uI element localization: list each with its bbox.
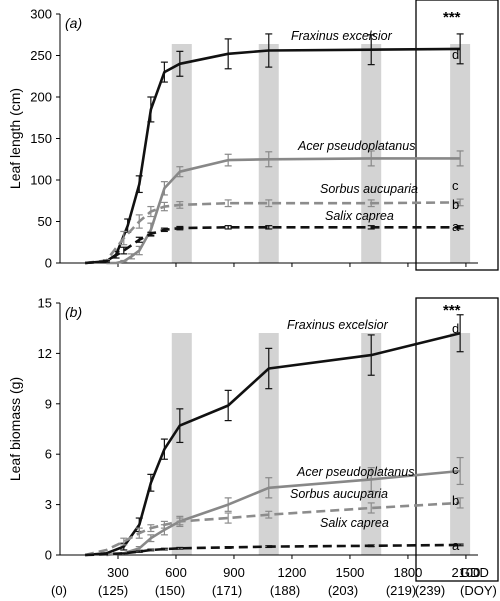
x-tick-label-doy: (0) xyxy=(51,583,67,598)
series-label: Sorbus aucuparia xyxy=(320,182,418,196)
series-fraxinus-excelsior: Fraxinus excelsior d xyxy=(84,314,464,557)
series-label: Fraxinus excelsior xyxy=(291,29,393,43)
shaded-bar xyxy=(450,333,471,555)
series-label: Salix caprea xyxy=(325,209,394,223)
x-unit-gdd: GDD xyxy=(460,565,489,580)
y-tick-label: 250 xyxy=(30,48,52,63)
x-tick-label-doy: (239) xyxy=(415,583,445,598)
x-tick-label-doy: (150) xyxy=(155,583,185,598)
x-tick-label-doy: (203) xyxy=(328,583,358,598)
series-salix-caprea: Salix caprea a xyxy=(85,516,464,557)
chart-panel-b: *** 0 3 6 9 12 15 Leaf biomass (g) 300 600 900 1200… xyxy=(7,296,499,598)
significance-box xyxy=(415,0,499,271)
x-tick-label-gdd: 1500 xyxy=(335,565,364,580)
panel-label: (b) xyxy=(65,304,82,320)
group-letter: b xyxy=(452,197,459,212)
y-tick-label: 200 xyxy=(30,90,52,105)
series-acer-pseudoplatanus: Acer pseudoplatanus c xyxy=(106,456,464,557)
x-tick-label-gdd: 1200 xyxy=(277,565,306,580)
y-tick-label: 6 xyxy=(45,447,52,462)
y-tick-label: 0 xyxy=(45,548,52,563)
group-letter: a xyxy=(452,538,460,553)
series-label: Acer pseudoplatanus xyxy=(296,465,414,479)
series-label: Acer pseudoplatanus xyxy=(297,139,415,153)
y-tick-label: 300 xyxy=(30,7,52,22)
y-tick-label: 15 xyxy=(38,296,52,311)
y-tick-label: 50 xyxy=(38,214,52,229)
series-line xyxy=(106,157,461,265)
group-letter: c xyxy=(452,462,459,477)
y-tick-label: 12 xyxy=(38,346,52,361)
significance-stars: *** xyxy=(443,9,461,26)
x-tick-label-gdd: 600 xyxy=(165,565,187,580)
y-tick-label: 9 xyxy=(45,396,52,411)
x-tick-label-gdd: 900 xyxy=(223,565,245,580)
chart-panel-a: *** 0 50 100 150 200 250 300 Leaf length (cm) (a)… xyxy=(7,0,499,271)
x-tick-label-gdd: 300 xyxy=(107,565,129,580)
series-salix-caprea: Salix caprea a xyxy=(84,209,464,265)
series-label: Sorbus aucuparia xyxy=(290,487,388,501)
x-tick-label-doy: (125) xyxy=(98,583,128,598)
y-tick-label: 0 xyxy=(45,256,52,271)
shaded-bar xyxy=(361,333,382,555)
shaded-bar xyxy=(258,333,279,555)
series-sorbus-aucuparia: Sorbus aucuparia b xyxy=(84,182,464,265)
group-letter: c xyxy=(452,178,459,193)
group-letter: d xyxy=(452,321,459,336)
y-tick-label: 150 xyxy=(30,131,52,146)
y-axis-title: Leaf length (cm) xyxy=(7,88,23,189)
panel-label: (a) xyxy=(65,15,82,31)
y-axis-title: Leaf biomass (g) xyxy=(7,377,23,481)
y-tick-label: 100 xyxy=(30,173,52,188)
series-label: Salix caprea xyxy=(320,516,389,530)
x-tick-label-gdd: 2100 xyxy=(451,565,480,580)
x-tick-label-doy: (219) xyxy=(386,583,416,598)
series-acer-pseudoplatanus: Acer pseudoplatanus c xyxy=(106,139,464,265)
x-tick-label-gdd: 1800 xyxy=(393,565,422,580)
significance-box xyxy=(415,297,499,582)
group-letter: d xyxy=(452,47,459,62)
series-line xyxy=(85,543,461,557)
shaded-bar xyxy=(171,333,192,555)
x-tick-label-doy: (188) xyxy=(270,583,300,598)
x-unit-doy: (DOY) xyxy=(460,583,497,598)
x-tick-label-doy: (171) xyxy=(212,583,242,598)
significance-stars: *** xyxy=(443,302,461,319)
group-letter: a xyxy=(452,219,460,234)
series-sorbus-aucuparia: Sorbus aucuparia b xyxy=(84,487,464,557)
series-line xyxy=(106,469,461,557)
y-tick-label: 3 xyxy=(45,497,52,512)
series-label: Fraxinus excelsior xyxy=(287,318,389,332)
group-letter: b xyxy=(452,493,459,508)
